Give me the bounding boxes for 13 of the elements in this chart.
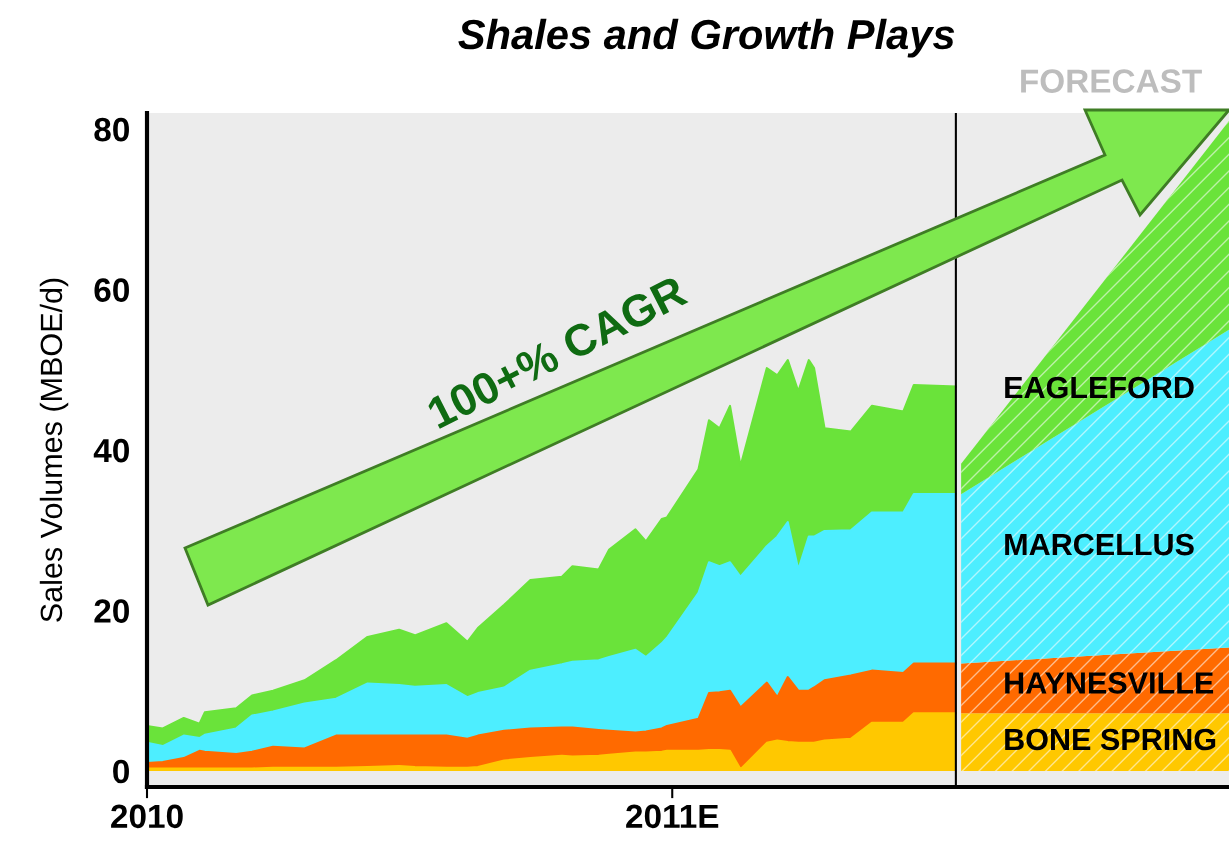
ref-line-label: FORECAST: [1021, 69, 1202, 93]
series-label: BONE SPRING: [1005, 728, 1216, 751]
x-tick-label: 2010: [111, 804, 183, 829]
series-label: HAYNESVILLE: [1005, 672, 1214, 694]
y-tick-label: 20: [94, 599, 129, 623]
y-tick-label: 40: [93, 438, 129, 463]
y-axis-title: Sales Volumes (MBOE/d): [39, 278, 69, 622]
y-tick-label: 0: [113, 759, 129, 784]
y-tick-label: 80: [94, 117, 129, 142]
y-tick-label: 60: [94, 278, 129, 302]
series-label: MARCELLUS: [1005, 533, 1194, 556]
x-tick-label: 2011E: [626, 804, 719, 829]
chart-title: Shales and Growth Plays: [458, 18, 955, 58]
